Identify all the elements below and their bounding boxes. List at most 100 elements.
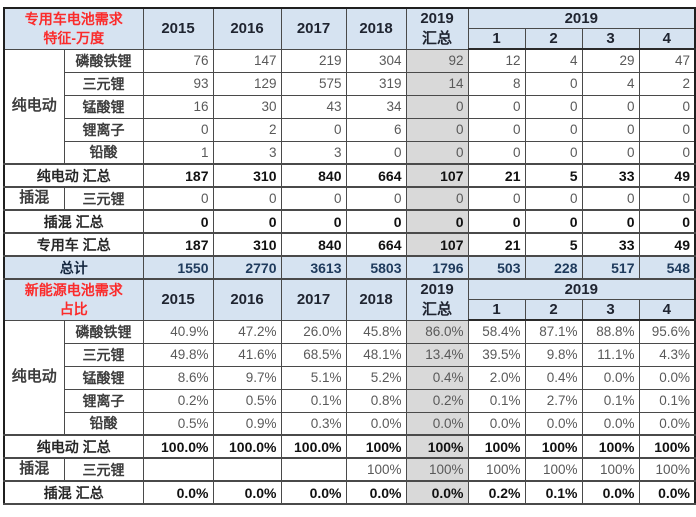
value-cell: 0 [280, 117, 347, 142]
value-cell: 93 [142, 71, 214, 96]
value-cell: 548 [638, 255, 696, 281]
year-header: 2018 [345, 6, 407, 50]
value-cell: 0 [405, 94, 469, 119]
section-title-line-2: 占比 [59, 300, 88, 317]
value-cell: 2770 [212, 255, 282, 281]
value-cell: 49 [638, 163, 696, 189]
value-cell: 187 [142, 163, 214, 189]
value-cell: 0 [212, 186, 282, 211]
value-cell: 0 [524, 186, 583, 211]
value-cell: 0.0% [638, 365, 696, 390]
quarter-header: 2 [524, 299, 583, 322]
value-cell: 5 [524, 163, 583, 189]
year-header: 2015 [142, 278, 214, 321]
value-cell [142, 457, 214, 482]
value-cell: 0.2% [142, 388, 214, 413]
battery-type-cell: 锂离子 [63, 388, 144, 413]
section-vehicle-battery-demand: 专用车电池需求 特征-万度 2015 2016 2017 2018 2019 汇总 2019 1 2… [3, 6, 696, 281]
value-cell: 5803 [345, 255, 407, 281]
value-cell: 100% [581, 434, 640, 460]
value-cell: 0 [524, 209, 583, 235]
value-cell: 0 [638, 94, 696, 119]
value-cell: 0.1% [581, 388, 640, 413]
value-cell: 100% [345, 457, 407, 482]
section-battery-demand-share: 新能源电池需求 占比 2015 2016 2017 2018 2019 汇总 2019 1 2 3 4 纯… [3, 278, 696, 506]
quarter-header: 3 [581, 299, 640, 322]
value-cell: 0 [405, 209, 469, 235]
summary-label: 专用车 汇总 [3, 232, 144, 258]
value-cell: 100% [467, 434, 526, 460]
value-cell: 0 [467, 94, 526, 119]
value-cell: 0 [638, 186, 696, 211]
value-cell: 0.0% [212, 480, 282, 506]
table-row: 锰酸锂 16 30 43 34 0 0 0 0 0 [4, 94, 696, 119]
value-cell: 0.2% [467, 480, 526, 506]
section-title-line-1: 新能源电池需求 [24, 282, 123, 299]
value-cell: 30 [212, 94, 282, 119]
battery-type-cell: 三元锂 [63, 342, 144, 367]
battery-type-cell: 锂离子 [63, 117, 144, 142]
value-cell: 664 [345, 232, 407, 258]
value-cell: 100% [405, 434, 469, 460]
quarter-header: 1 [467, 28, 526, 51]
value-cell: 2.7% [524, 388, 583, 413]
ytd-2019-header: 2019 汇总 [405, 278, 469, 321]
value-cell: 1550 [142, 255, 214, 281]
value-cell: 2 [212, 117, 282, 142]
value-cell: 187 [142, 232, 214, 258]
battery-type-cell: 铅酸 [63, 140, 144, 165]
value-cell: 0 [467, 186, 526, 211]
value-cell: 0 [524, 140, 583, 165]
value-cell: 0.1% [524, 480, 583, 506]
value-cell: 5.1% [280, 365, 347, 390]
value-cell: 0.1% [638, 388, 696, 413]
value-cell: 4 [524, 48, 583, 73]
value-cell: 0.0% [345, 411, 407, 436]
value-cell: 0.1% [280, 388, 347, 413]
value-cell: 45.8% [345, 319, 407, 344]
value-cell: 100.0% [212, 434, 282, 460]
total-label: 总计 [3, 255, 144, 281]
value-cell: 0.0% [405, 480, 469, 506]
value-cell: 16 [142, 94, 214, 119]
table-row: 锂离子 0 2 0 6 0 0 0 0 0 [4, 117, 696, 142]
value-cell: 5 [524, 232, 583, 258]
value-cell: 503 [467, 255, 526, 281]
value-cell: 310 [212, 232, 282, 258]
value-cell: 0 [638, 140, 696, 165]
value-cell: 100.0% [142, 434, 214, 460]
value-cell: 2.0% [467, 365, 526, 390]
value-cell: 13.4% [405, 342, 469, 367]
value-cell: 0.0% [345, 480, 407, 506]
value-cell: 49.8% [142, 342, 214, 367]
year-2019-group-header: 2019 [467, 278, 696, 301]
summary-label: 纯电动 汇总 [3, 434, 144, 460]
header-row: 专用车电池需求 特征-万度 2015 2016 2017 2018 2019 汇总 2019 [3, 6, 696, 50]
value-cell: 575 [280, 71, 347, 96]
value-cell: 2 [638, 71, 696, 96]
summary-label: 插混 汇总 [3, 209, 144, 235]
value-cell: 664 [345, 163, 407, 189]
value-cell: 0.0% [524, 411, 583, 436]
value-cell: 1 [142, 140, 214, 165]
quarter-header: 2 [524, 28, 583, 51]
value-cell: 14 [405, 71, 469, 96]
table-row: 总计 1550 2770 3613 5803 1796 503 228 517 548 [3, 255, 696, 281]
value-cell: 0.0% [405, 411, 469, 436]
table-row: 三元锂 93 129 575 319 14 8 0 4 2 [4, 71, 696, 96]
value-cell: 0.0% [581, 411, 640, 436]
value-cell: 219 [280, 48, 347, 73]
year-header: 2017 [280, 6, 347, 50]
header-row: 新能源电池需求 占比 2015 2016 2017 2018 2019 汇总 2019 [3, 278, 696, 321]
value-cell: 21 [467, 232, 526, 258]
battery-type-cell: 铅酸 [63, 411, 144, 436]
value-cell: 0.2% [405, 388, 469, 413]
group-cell: 纯电动 [3, 48, 65, 165]
value-cell: 49 [638, 232, 696, 258]
value-cell: 129 [212, 71, 282, 96]
value-cell: 100% [405, 457, 469, 482]
year-header: 2015 [142, 6, 214, 50]
value-cell: 0 [405, 140, 469, 165]
value-cell: 517 [581, 255, 640, 281]
value-cell: 0 [345, 209, 407, 235]
